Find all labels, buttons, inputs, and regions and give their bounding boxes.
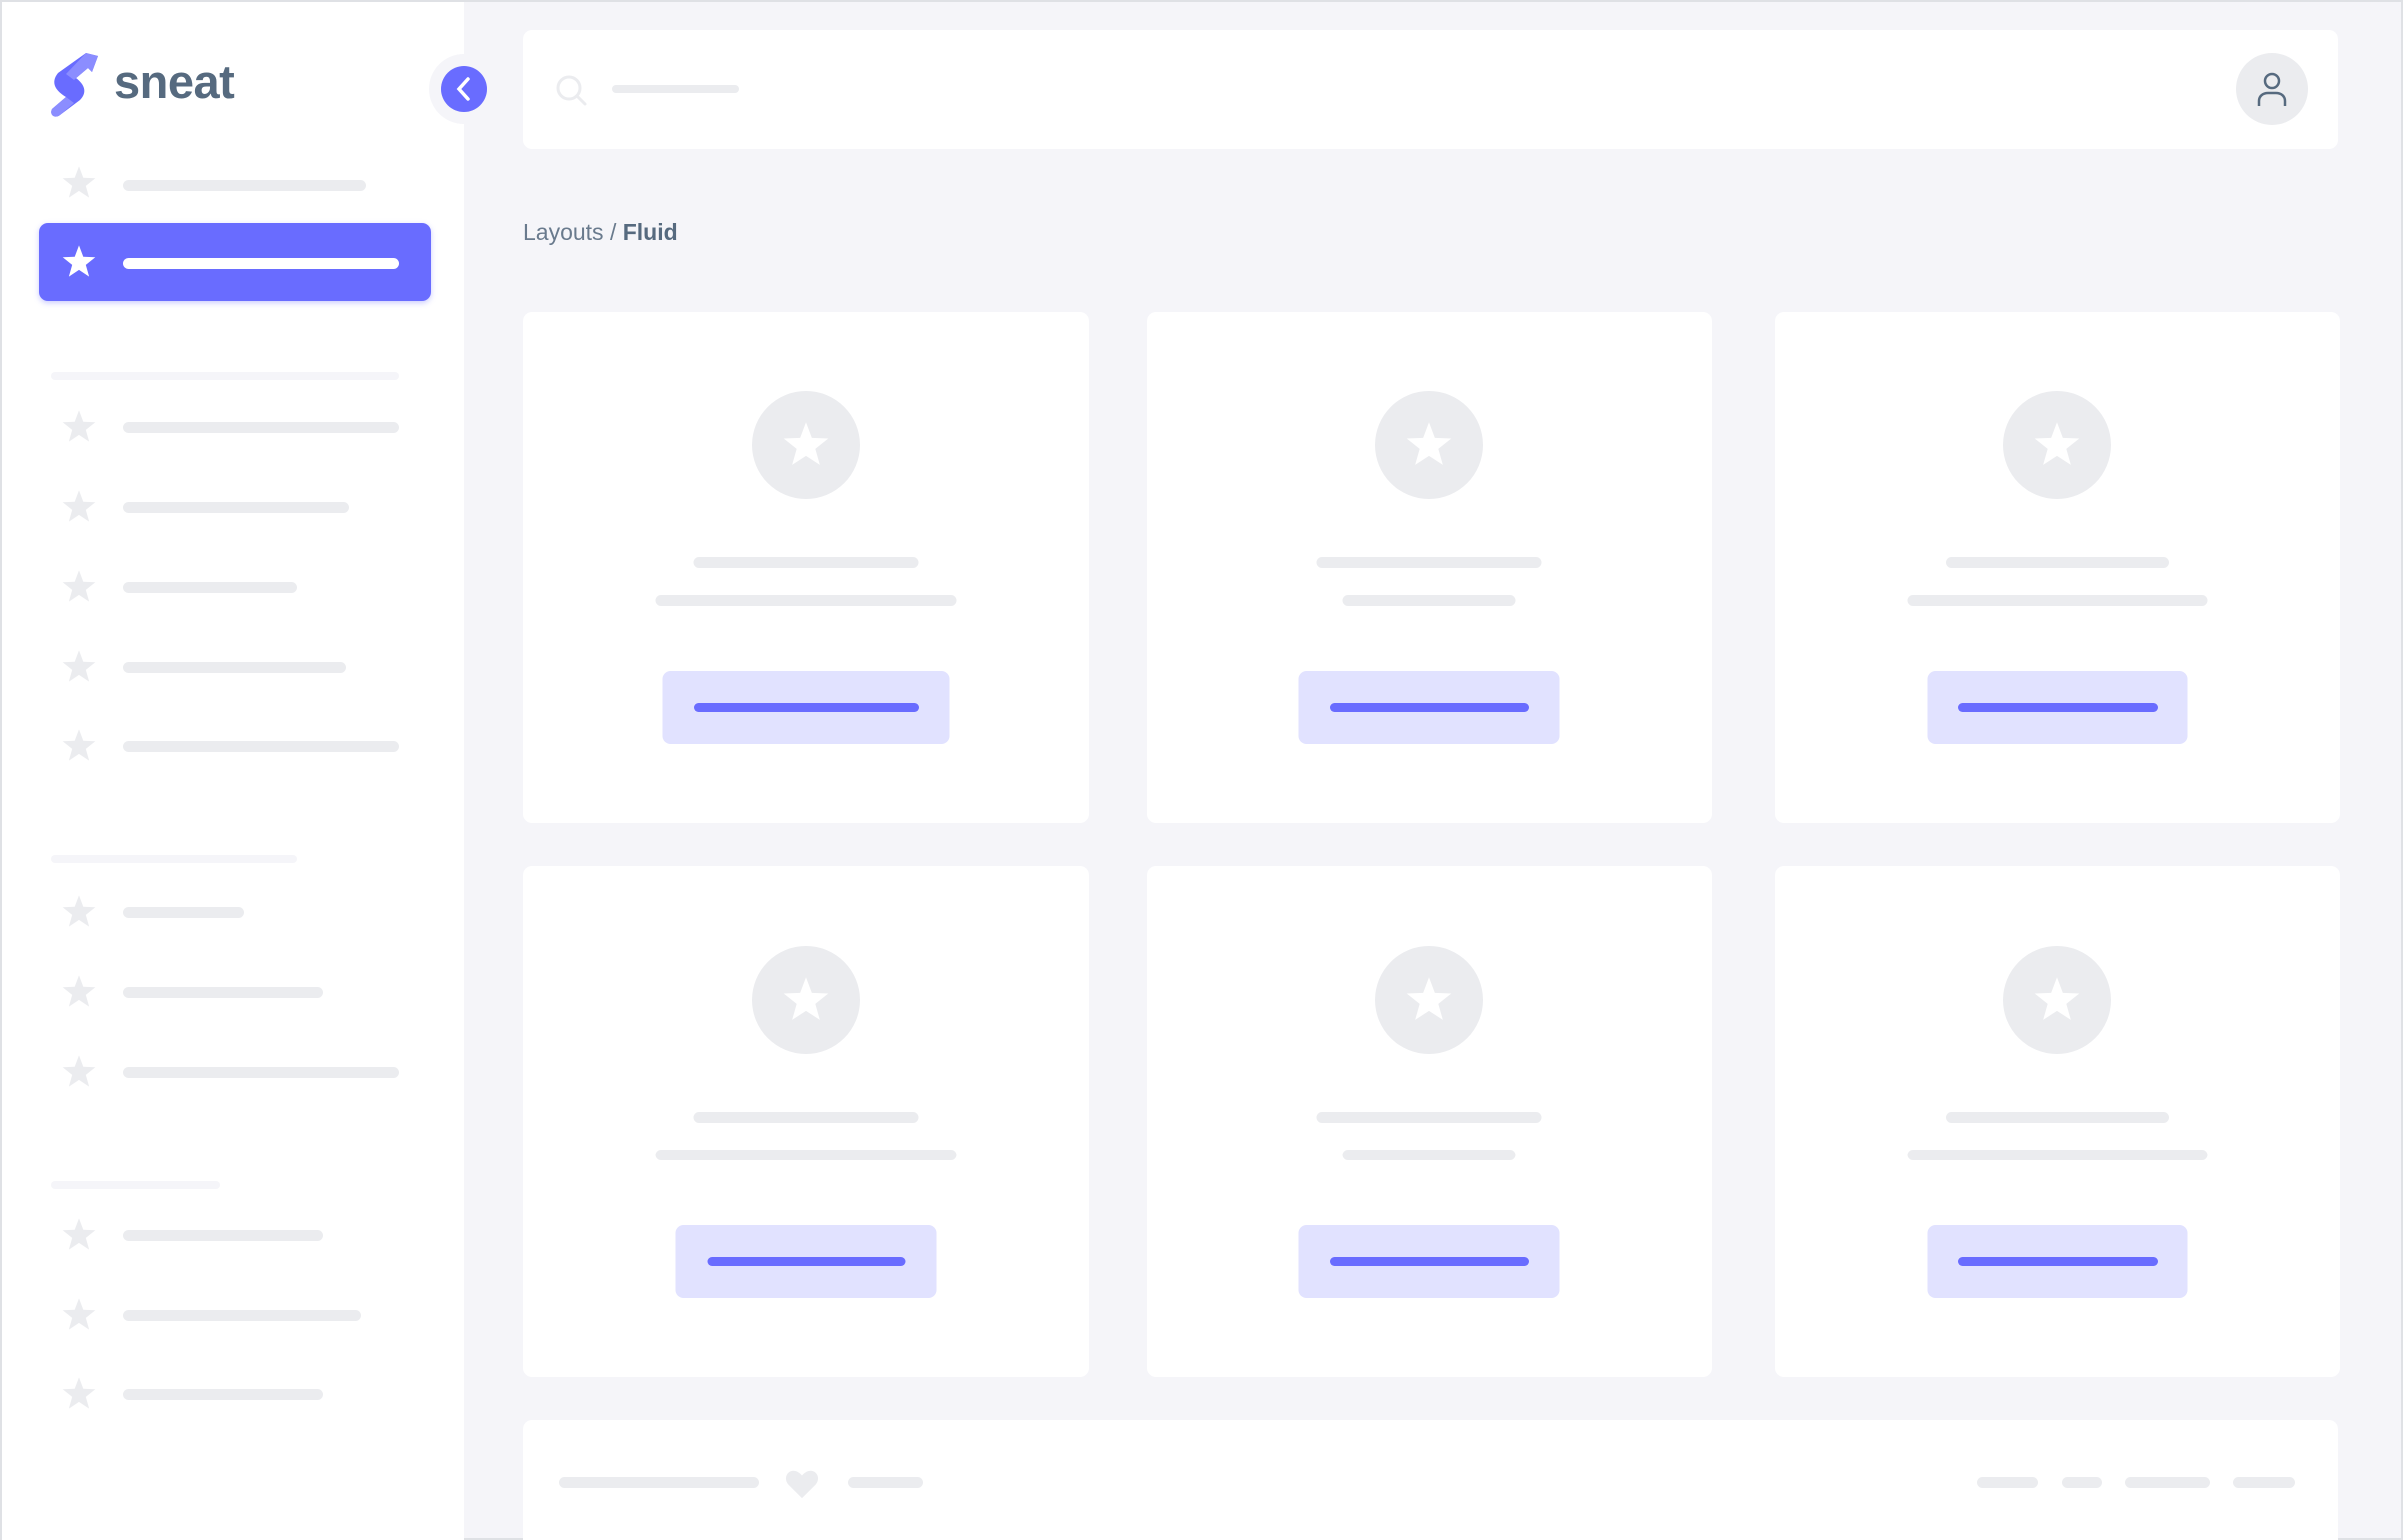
card-button[interactable] (1298, 671, 1560, 744)
star-icon (1403, 974, 1455, 1026)
card-icon-circle (2003, 391, 2111, 499)
card-title-placeholder (693, 557, 919, 568)
star-icon (60, 1296, 98, 1334)
card-button-label-placeholder (1329, 703, 1529, 712)
card-button-label-placeholder (1329, 1257, 1529, 1266)
sneat-s-logo (46, 49, 100, 121)
sidebar-item-label-placeholder (123, 1310, 361, 1321)
sidebar-item-label-placeholder (123, 1230, 323, 1241)
sidebar-item-label-placeholder (123, 907, 244, 918)
star-icon (60, 243, 98, 281)
sidebar-toggle-button[interactable] (441, 66, 487, 112)
content-card (1775, 866, 2340, 1377)
navbar (523, 30, 2338, 149)
footer-link-placeholder[interactable] (1977, 1477, 2038, 1488)
card-icon-circle (1375, 391, 1483, 499)
card-title-placeholder (1946, 557, 2169, 568)
content-card (523, 312, 1089, 823)
card-icon-circle (752, 946, 860, 1054)
content-card (1147, 866, 1712, 1377)
sidebar-item-label-placeholder (123, 422, 399, 433)
section-header-placeholder (51, 1181, 220, 1189)
star-icon (60, 648, 98, 686)
card-text-placeholder (1342, 595, 1516, 606)
card-button[interactable] (1298, 1225, 1560, 1298)
star-icon (60, 408, 98, 446)
card-button-label-placeholder (1957, 1257, 2158, 1266)
breadcrumb-current: Fluid (622, 219, 678, 245)
sidebar-item-label-placeholder (123, 582, 297, 593)
sidebar: sneat (2, 2, 499, 1540)
search-placeholder (612, 85, 739, 93)
star-icon (780, 974, 832, 1026)
footer-link-placeholder[interactable] (2062, 1477, 2102, 1488)
sidebar-item-label-placeholder (123, 1067, 399, 1078)
sidebar-item-active[interactable] (39, 223, 431, 301)
breadcrumb-separator: / (603, 219, 623, 245)
sidebar-item-label-placeholder (123, 1389, 323, 1400)
section-header-placeholder (51, 372, 399, 380)
footer-link-placeholder[interactable] (2233, 1477, 2295, 1488)
card-text-placeholder (1907, 595, 2208, 606)
chevron-left-icon (456, 77, 470, 101)
star-icon (60, 973, 98, 1011)
content-card (1147, 312, 1712, 823)
user-icon (2257, 72, 2287, 106)
brand-name: sneat (114, 55, 235, 108)
sidebar-item-label-placeholder (123, 502, 349, 513)
star-icon (60, 164, 98, 202)
card-title-placeholder (1946, 1112, 2169, 1123)
sidebar-item-label-placeholder (123, 987, 323, 998)
star-icon (1403, 419, 1455, 471)
card-icon-circle (752, 391, 860, 499)
search-icon (556, 75, 587, 106)
star-icon (60, 1375, 98, 1413)
card-icon-circle (1375, 946, 1483, 1054)
section-header-placeholder (51, 855, 297, 863)
content-card (1775, 312, 2340, 823)
card-text-placeholder (655, 595, 957, 606)
star-icon (60, 1216, 98, 1254)
star-icon (2031, 419, 2083, 471)
card-text-placeholder (1907, 1150, 2208, 1160)
card-title-placeholder (1316, 557, 1542, 568)
card-button-label-placeholder (1957, 703, 2158, 712)
avatar[interactable] (2236, 53, 2308, 125)
sidebar-item-label-placeholder (123, 258, 399, 269)
card-button-label-placeholder (693, 703, 919, 712)
card-text-placeholder (1342, 1150, 1516, 1160)
heart-icon (785, 1470, 819, 1499)
star-icon (60, 727, 98, 765)
card-button[interactable] (1927, 1225, 2188, 1298)
star-icon (60, 568, 98, 606)
card-title-placeholder (693, 1112, 919, 1123)
footer-text-placeholder (559, 1477, 759, 1488)
card-title-placeholder (1316, 1112, 1542, 1123)
star-icon (780, 419, 832, 471)
content-card (523, 866, 1089, 1377)
card-button[interactable] (1927, 671, 2188, 744)
sidebar-item-label-placeholder (123, 662, 346, 673)
card-button[interactable] (675, 1225, 937, 1298)
breadcrumb: Layouts / Fluid (523, 219, 678, 246)
breadcrumb-parent[interactable]: Layouts (523, 219, 604, 245)
footer-link-placeholder[interactable] (2125, 1477, 2210, 1488)
card-button-label-placeholder (707, 1257, 905, 1266)
card-icon-circle (2003, 946, 2111, 1054)
sidebar-item-label-placeholder (123, 180, 366, 191)
card-text-placeholder (655, 1150, 957, 1160)
card-button[interactable] (662, 671, 950, 744)
sidebar-item-label-placeholder (123, 741, 399, 752)
star-icon (60, 893, 98, 931)
star-icon (60, 488, 98, 526)
star-icon (2031, 974, 2083, 1026)
star-icon (60, 1053, 98, 1091)
footer (523, 1420, 2338, 1540)
footer-text-placeholder (848, 1477, 923, 1488)
